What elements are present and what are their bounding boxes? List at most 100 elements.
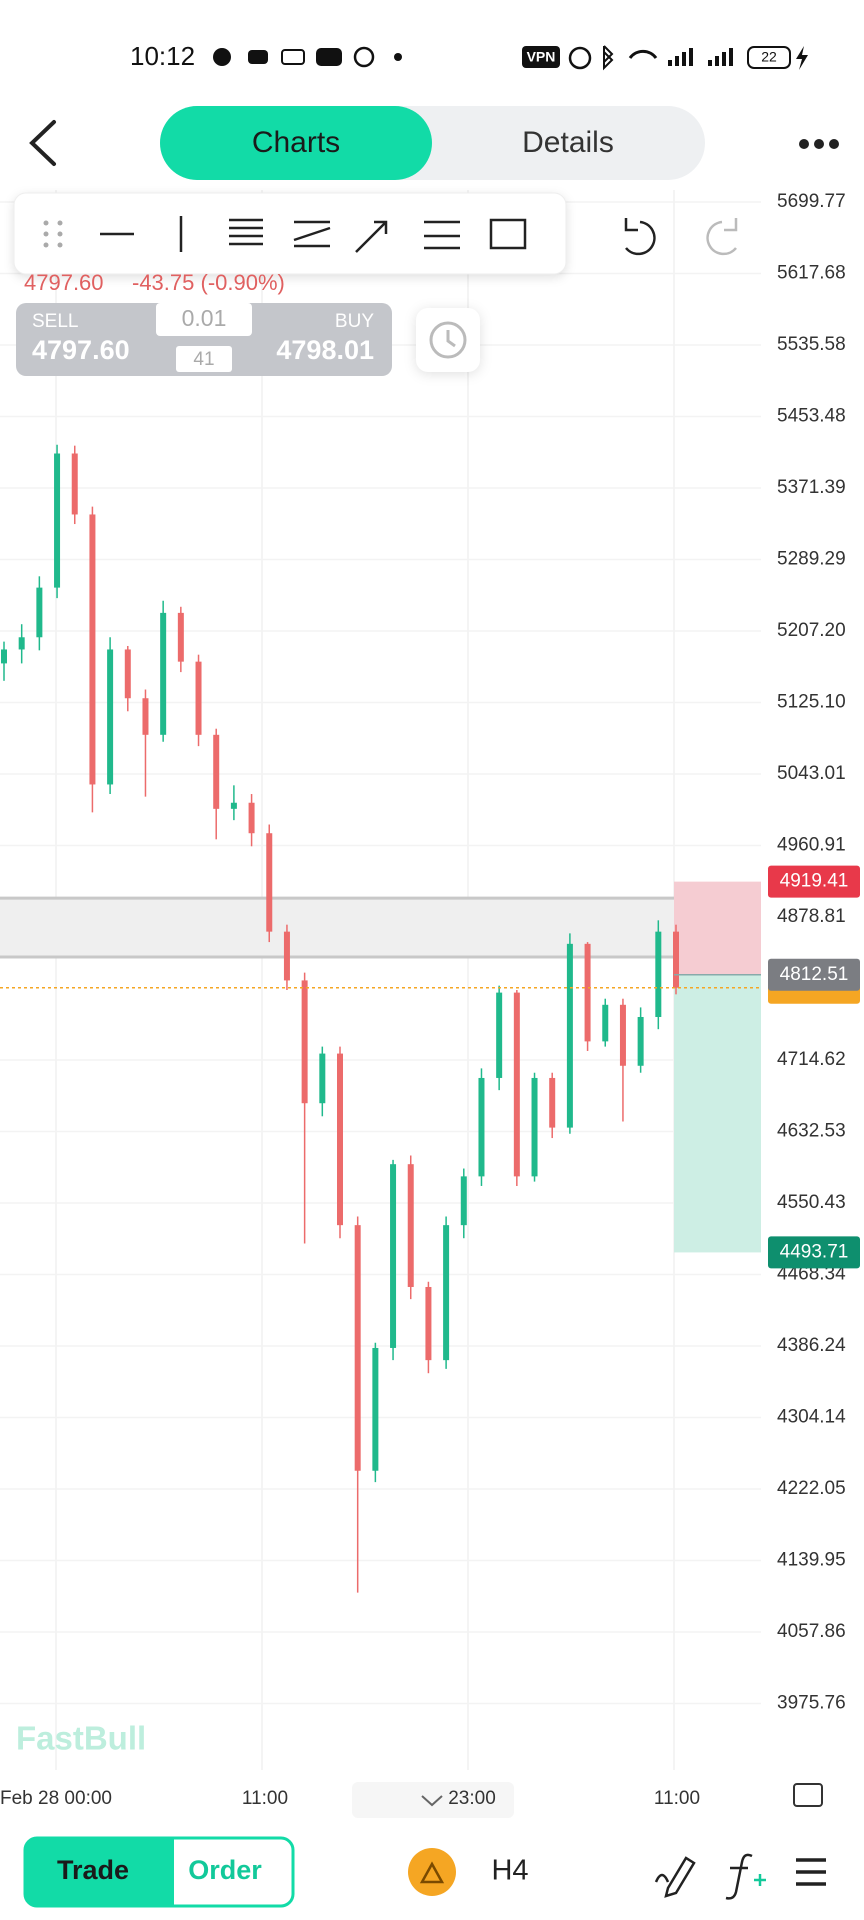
undo[interactable] (624, 218, 656, 256)
candle-body (89, 514, 96, 785)
watermark: FastBull (16, 1720, 146, 1757)
y-tick-label: 4139.95 (777, 1550, 846, 1571)
price-tag-label: 4812.51 (780, 964, 849, 985)
candle-body (584, 943, 591, 1042)
profit-zone (674, 974, 761, 1253)
candle-body (390, 1164, 397, 1348)
y-tick-label: 4386.24 (777, 1335, 846, 1356)
y-tick-label: 5043.01 (777, 763, 846, 784)
candle-body (107, 649, 114, 785)
order-button[interactable]: Order (188, 1855, 262, 1885)
draw-tools[interactable] (43, 216, 527, 253)
draw-toolbar (13, 192, 567, 275)
candle-body (496, 992, 503, 1078)
candle-body (213, 734, 220, 809)
draw-button[interactable] (654, 1856, 696, 1898)
back-button[interactable] (29, 120, 56, 166)
candle-body (142, 698, 149, 735)
candle-body (195, 661, 202, 735)
plot: 5699.77 5617.68 5535.58 5453.48 5371.39 5289.… (0, 190, 860, 1818)
candle-body (230, 802, 237, 809)
candle-body (337, 1053, 343, 1226)
candle-body (71, 453, 78, 515)
price-tag (768, 1236, 860, 1269)
x-tick-label: 11:00 (242, 1788, 288, 1809)
scroll-chevron (421, 1795, 443, 1807)
candle-body (283, 931, 290, 981)
candle-body (124, 649, 131, 699)
symbol-glyph (419, 1861, 445, 1884)
y-tick-label: 5207.20 (777, 620, 846, 641)
lot-box[interactable] (156, 303, 252, 336)
y-tick-label: 4468.34 (777, 1264, 846, 1285)
tab-charts[interactable]: Charts (252, 126, 340, 159)
y-tick-label: 5125.10 (777, 692, 846, 713)
y-tick-label: 3975.76 (777, 1693, 846, 1714)
signal-icons (568, 45, 733, 71)
candle-body (319, 1053, 326, 1104)
battery (747, 46, 791, 69)
candle-body (460, 1176, 467, 1226)
more-button[interactable] (799, 139, 839, 149)
candle-body (36, 587, 43, 638)
y-tick-label: 4304.14 (777, 1407, 846, 1428)
price-tag (768, 865, 860, 898)
y-tick-label: 4550.43 (777, 1192, 846, 1213)
candle-body (301, 980, 308, 1104)
indicator-button[interactable] (725, 1853, 753, 1900)
tab-active[interactable] (160, 106, 432, 180)
buy-price[interactable]: 4798.01 (276, 335, 374, 365)
buy-label[interactable]: BUY (335, 311, 374, 332)
scroll-handle (352, 1782, 514, 1818)
x-tick-label: Feb 28 00:00 (0, 1788, 112, 1809)
candle-body (478, 1077, 485, 1177)
y-tick-label: 4632.53 (777, 1121, 846, 1142)
candle-body (443, 1225, 450, 1361)
y-tick-label: 5535.58 (777, 334, 846, 355)
indicator-plus (754, 1874, 766, 1886)
vpn-label: VPN (527, 49, 556, 65)
trade-active[interactable] (25, 1838, 174, 1906)
price-tag (768, 958, 860, 991)
y-tick-label: 5371.39 (777, 477, 846, 498)
stop-zone (674, 881, 761, 975)
menu-button[interactable] (796, 1858, 826, 1886)
redo[interactable] (706, 218, 738, 256)
candle-body (425, 1286, 432, 1361)
trade-button[interactable]: Trade (57, 1855, 129, 1885)
x-tick-label: 23:00 (448, 1788, 496, 1809)
zone-band (0, 898, 681, 957)
timeframe[interactable]: H4 (491, 1855, 528, 1887)
lot[interactable]: 0.01 (182, 305, 227, 331)
trade-panel (16, 303, 392, 376)
candle-body (619, 1004, 626, 1066)
candle-body (248, 802, 255, 834)
y-tick-label: 4878.81 (777, 906, 846, 927)
tab-details[interactable]: Details (522, 126, 614, 159)
battery-level: 22 (761, 49, 777, 65)
y-tick-label: 4222.05 (777, 1478, 846, 1499)
history-icon (429, 321, 467, 359)
fullscreen-button (793, 1783, 823, 1807)
candle-body (407, 1164, 414, 1287)
symbol-icon[interactable] (408, 1848, 456, 1896)
y-tick-label: 4960.91 (777, 835, 846, 856)
last-price: 4797.60 (24, 270, 104, 295)
sell-price[interactable]: 4797.60 (32, 335, 130, 365)
clock: 10:12 (130, 41, 195, 71)
status-icons (213, 46, 402, 68)
candle-body (531, 1077, 538, 1177)
price-tag-label: 4493.71 (780, 1241, 849, 1262)
y-tick-label: 5699.77 (777, 191, 846, 212)
spread: 41 (193, 349, 214, 370)
y-tick-label: 5289.29 (777, 549, 846, 570)
candle-body (177, 612, 184, 662)
sell-label[interactable]: SELL (32, 311, 78, 332)
candle-body (1, 649, 7, 664)
price-tag-label: 4919.41 (780, 871, 849, 892)
y-tick-label: 4714.62 (777, 1049, 846, 1070)
y-tick-label: 5617.68 (777, 263, 846, 284)
candle-body (372, 1347, 379, 1471)
candle-body (54, 453, 61, 588)
